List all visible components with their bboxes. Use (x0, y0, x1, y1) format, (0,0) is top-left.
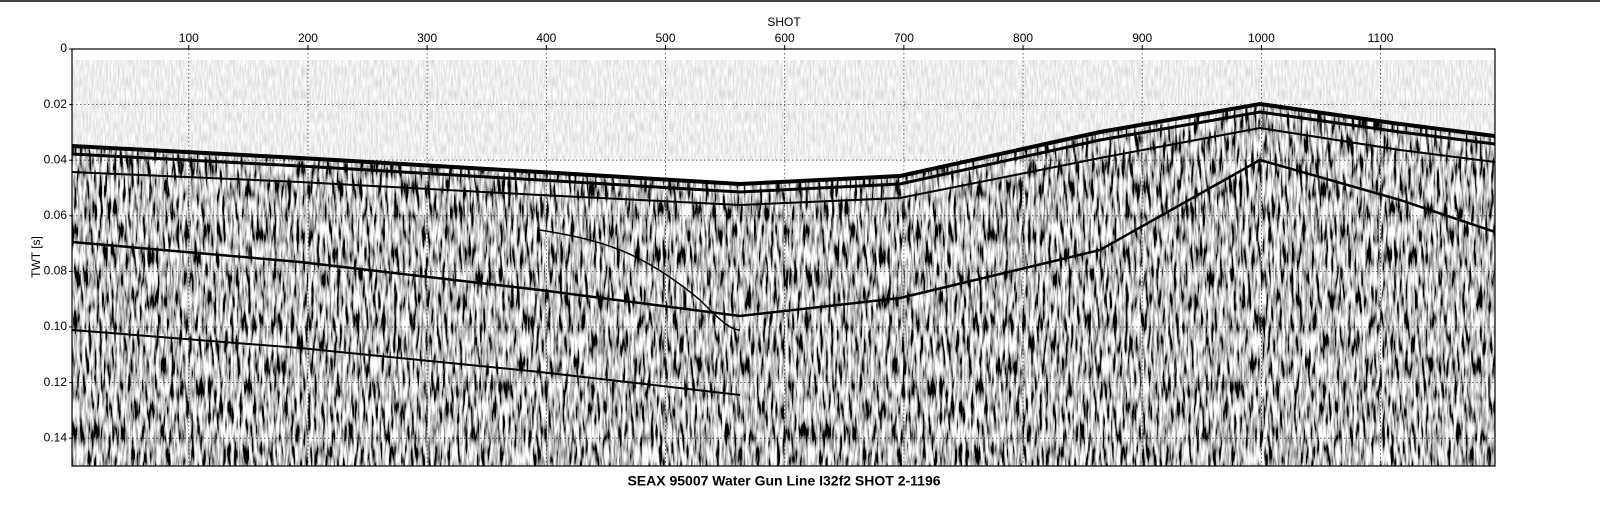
x-tick-label: 400 (536, 31, 556, 45)
seismic-image (72, 60, 1495, 466)
x-tick-label: 300 (417, 31, 437, 45)
y-tick-label: 0.14 (44, 430, 68, 444)
y-tick-label: 0.10 (44, 319, 68, 333)
y-tick-label: 0.02 (44, 97, 68, 111)
x-tick-label: 1100 (1368, 31, 1394, 45)
y-tick-label: 0.12 (44, 375, 68, 389)
y-tick-label: 0.04 (44, 152, 68, 166)
x-tick-label: 1000 (1248, 31, 1275, 45)
y-axis-label: TWT [s] (29, 236, 43, 278)
x-tick-label: 800 (1013, 31, 1033, 45)
x-axis-label: SHOT (767, 15, 801, 29)
x-tick-label: 100 (179, 31, 199, 45)
x-tick-label: 500 (655, 31, 675, 45)
x-tick-label: 900 (1132, 31, 1152, 45)
y-tick-label: 0.06 (44, 208, 68, 222)
plot-frame (71, 48, 1496, 467)
y-tick-label: 0.08 (44, 264, 68, 278)
x-tick-label: 600 (775, 31, 795, 45)
chart-title: SEAX 95007 Water Gun Line I32f2 SHOT 2-1… (627, 473, 940, 489)
x-tick-label: 200 (298, 31, 318, 45)
x-tick-label: 700 (894, 31, 914, 45)
y-tick-label: 0 (60, 41, 67, 55)
